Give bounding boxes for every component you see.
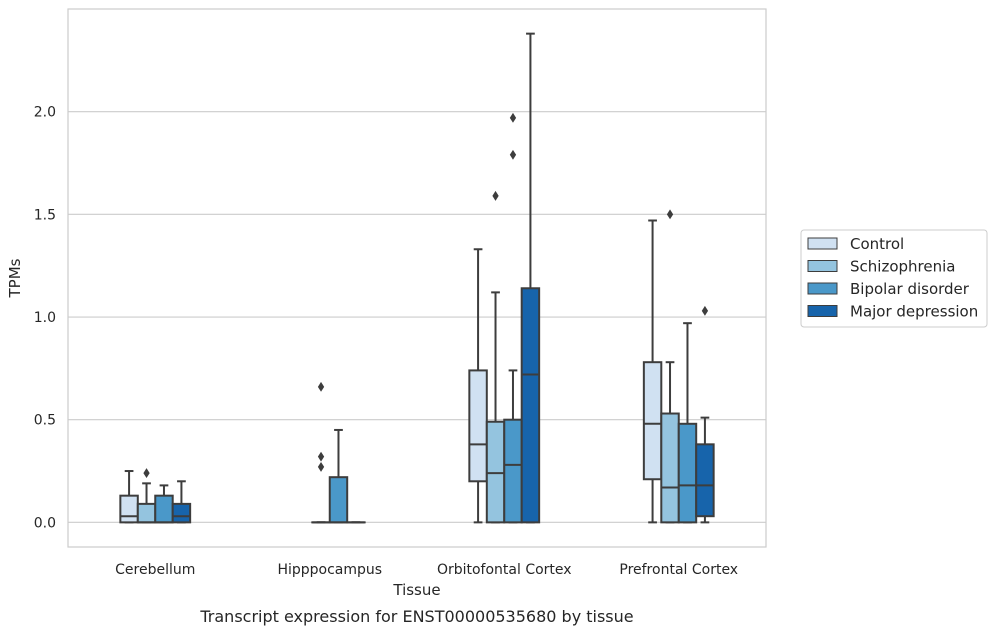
legend-swatch (807, 305, 838, 317)
x-tick-label: Orbitofontal Cortex (437, 562, 572, 578)
box-control (642, 219, 663, 524)
legend-label: Control (850, 235, 904, 253)
legend: Control Schizophrenia Bipolar disorder Majo… (800, 229, 988, 328)
box-major-depression (520, 32, 541, 524)
y-tick-label: 0.0 (34, 515, 56, 531)
y-axis-ticks: 0.0 0.5 1.0 1.5 2.0 (34, 105, 56, 532)
box-iqr (119, 494, 139, 524)
box-control (468, 248, 488, 524)
box-bipolar-disorder (154, 484, 174, 524)
legend-swatch (807, 260, 838, 272)
x-tick-label: Prefrontal Cortex (619, 562, 738, 578)
legend-frame (800, 229, 988, 328)
box-bipolar-disorder (328, 428, 349, 524)
outlier-marker (143, 468, 150, 479)
y-tick-label: 1.0 (34, 310, 56, 326)
y-tick-label: 0.5 (34, 413, 56, 429)
x-tick-label: Cerebellum (115, 562, 195, 578)
box-schizophrenia (660, 209, 680, 524)
legend-label: Schizophrenia (850, 258, 955, 276)
outlier-marker (666, 209, 674, 220)
x-axis-ticks: Cerebellum Hipppocampus Orbitofontal Corte… (115, 562, 738, 578)
box-iqr (520, 287, 541, 524)
box-iqr (154, 494, 174, 524)
box-bipolar-disorder (503, 112, 523, 524)
legend-swatch (807, 237, 838, 250)
outlier-marker (317, 451, 325, 462)
box-major-depression (171, 480, 192, 524)
outlier-marker (492, 190, 499, 201)
box-iqr (677, 422, 698, 524)
box-iqr (503, 418, 523, 524)
y-tick-label: 1.5 (34, 207, 56, 223)
box-major-depression (695, 305, 715, 524)
box-schizophrenia (136, 468, 157, 524)
legend-label: Major depression (850, 303, 978, 321)
box-iqr (485, 420, 506, 524)
outlier-marker (509, 149, 517, 160)
box-iqr (171, 502, 192, 524)
chart-caption: Transcript expression for ENST0000053568… (199, 607, 633, 626)
box-bipolar-disorder (677, 322, 698, 524)
box-iqr (660, 412, 680, 524)
outlier-marker (317, 381, 325, 392)
y-axis-label: TPMs (6, 258, 24, 298)
box-iqr (136, 502, 157, 524)
legend-label: Bipolar disorder (850, 280, 970, 298)
box-iqr (642, 361, 663, 481)
box-schizophrenia (485, 190, 506, 524)
box-iqr (468, 369, 488, 483)
outlier-marker (701, 305, 709, 316)
box-groups (119, 32, 715, 524)
box-iqr (328, 476, 349, 524)
outlier-marker (317, 461, 325, 472)
box-iqr (695, 443, 715, 518)
outlier-marker (509, 112, 517, 123)
box-control (119, 470, 139, 524)
x-axis-label: Tissue (392, 581, 440, 599)
legend-swatch (807, 282, 838, 295)
y-tick-label: 2.0 (34, 105, 56, 121)
box-schizophrenia (311, 381, 331, 524)
plot-frame (67, 8, 767, 548)
x-tick-label: Hipppocampus (277, 562, 382, 578)
